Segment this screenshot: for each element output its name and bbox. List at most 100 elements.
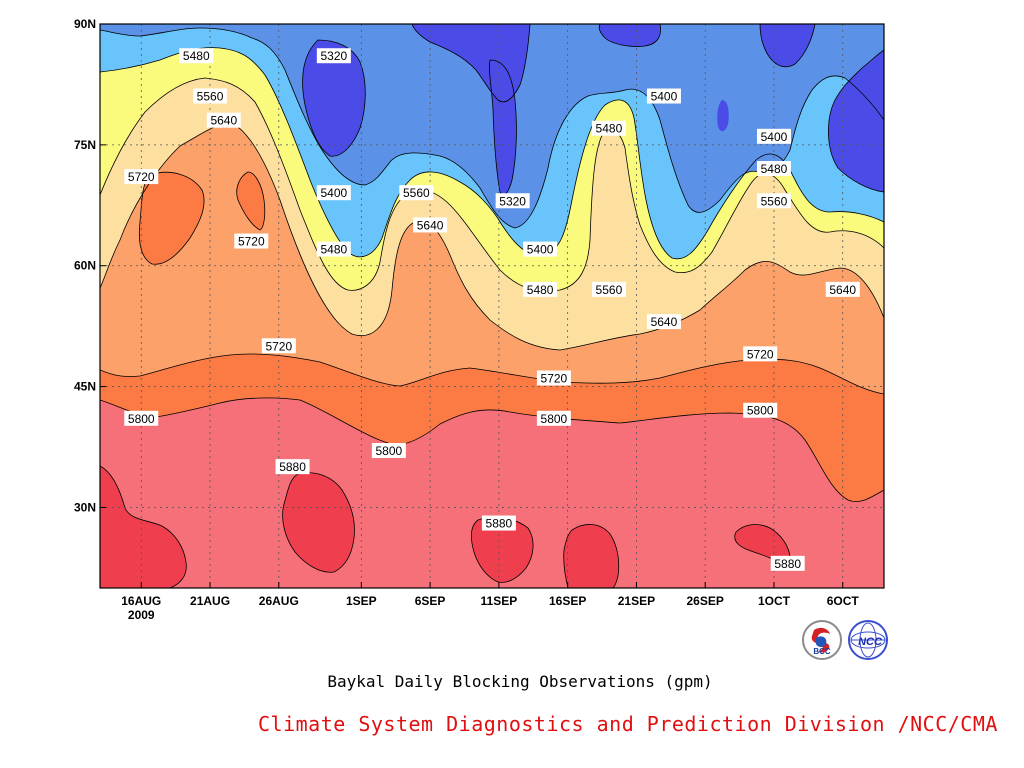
contour-label-box	[481, 515, 516, 531]
contour-label: 5480	[316, 241, 351, 257]
contour-label-text: 5720	[747, 347, 774, 361]
contour-label: 5720	[743, 346, 778, 362]
contour-label-text: 5880	[486, 517, 513, 531]
x-tick-label: 6OCT	[827, 594, 860, 608]
x-tick-label: 21AUG	[190, 594, 230, 608]
contour-label-text: 5320	[499, 194, 526, 208]
contour-label-box	[234, 233, 269, 249]
contour-label-box	[591, 281, 626, 297]
contour-label-box	[399, 185, 434, 201]
contour-label-box	[756, 193, 791, 209]
contour-label-box	[523, 241, 558, 257]
region-above-5880-b	[282, 472, 355, 573]
contour-label-box	[206, 112, 241, 128]
contour-label-box	[275, 459, 310, 475]
contour-label-box	[523, 281, 558, 297]
x-tick-label: 21SEP	[618, 594, 655, 608]
contour-label-text: 5720	[238, 235, 265, 249]
contour-5880-c	[470, 516, 534, 583]
contour-5320-a	[302, 39, 366, 157]
y-tick-label: 30N	[74, 500, 96, 514]
contour-label-box	[591, 120, 626, 136]
contour-label-box	[756, 161, 791, 177]
contour-label-box	[179, 48, 214, 64]
x-tick-label: 26SEP	[687, 594, 724, 608]
contour-label-box	[743, 346, 778, 362]
contour-label: 5880	[481, 515, 516, 531]
x-tick-label: 6SEP	[415, 594, 446, 608]
contour-label-box	[413, 217, 448, 233]
contour-label: 5560	[193, 88, 228, 104]
region-above-5880-a	[100, 466, 187, 588]
contour-label: 5560	[399, 185, 434, 201]
contour-label: 5640	[825, 281, 860, 297]
y-tick-label: 90N	[74, 17, 96, 31]
contour-label: 5480	[591, 120, 626, 136]
x-tick-sublabel: 2009	[128, 608, 155, 622]
region-above-5880-c	[471, 517, 534, 583]
contour-label: 5400	[523, 241, 558, 257]
contour-label-text: 5800	[747, 404, 774, 418]
contour-5320-d	[598, 24, 661, 47]
contour-label: 5880	[770, 555, 805, 571]
contour-5880-d	[563, 524, 620, 588]
contour-labels: 5480 5320 5560 5640 5720 5720 5400 5480 5560 5640…	[124, 48, 860, 571]
contour-label-box	[536, 410, 571, 426]
contour-label-text: 5560	[197, 90, 224, 104]
contour-label: 5880	[275, 459, 310, 475]
contour-label-text: 5400	[527, 243, 554, 257]
contour-label-text: 5320	[320, 49, 347, 63]
region-above-5880-e	[734, 524, 790, 561]
contour-label-text: 5720	[265, 339, 292, 353]
contour-label: 5560	[756, 193, 791, 209]
contour-label-box	[646, 314, 681, 330]
contour-label: 5400	[316, 185, 351, 201]
region-below-5320-a	[302, 40, 366, 157]
contour-label: 5800	[371, 443, 406, 459]
y-tick-label: 45N	[74, 380, 96, 394]
contour-fill-layer	[100, 24, 884, 588]
x-tick-label: 1OCT	[758, 594, 791, 608]
contour-label-box	[316, 241, 351, 257]
region-5720-b	[236, 172, 265, 230]
y-tick-label: 60N	[74, 259, 96, 273]
contour-label-text: 5640	[651, 315, 678, 329]
contour-label-text: 5560	[761, 194, 788, 208]
contour-label-text: 5480	[761, 162, 788, 176]
contour-label-text: 5720	[541, 372, 568, 386]
contour-5880-b	[282, 472, 355, 573]
contour-label-box	[371, 443, 406, 459]
contour-label-box	[825, 281, 860, 297]
contour-label-box	[193, 88, 228, 104]
contour-label-text: 5800	[375, 444, 402, 458]
contour-label-text: 5560	[403, 186, 430, 200]
contour-label-text: 5480	[527, 283, 554, 297]
contour-label-text: 5640	[829, 283, 856, 297]
contour-label: 5720	[261, 338, 296, 354]
contour-label-text: 5480	[183, 49, 210, 63]
contour-label-text: 5800	[128, 412, 155, 426]
contour-label-text: 5480	[320, 243, 347, 257]
contour-5880-a	[100, 465, 187, 588]
contour-label-box	[261, 338, 296, 354]
band-5320-5400	[100, 24, 884, 228]
contour-label-box	[316, 185, 351, 201]
contour-label: 5640	[413, 217, 448, 233]
contour-label: 5320	[316, 48, 351, 64]
y-tick-label: 75N	[74, 138, 96, 152]
contour-label-box	[646, 88, 681, 104]
svg-text:BCC: BCC	[813, 647, 831, 656]
contour-5320-f	[828, 49, 884, 193]
contour-label: 5800	[743, 402, 778, 418]
contour-label: 5480	[179, 48, 214, 64]
region-below-5320-f	[828, 50, 884, 192]
region-below-5320-d	[599, 24, 661, 47]
contour-label-box	[536, 370, 571, 386]
x-tick-label: 1SEP	[346, 594, 377, 608]
contour-label-text: 5400	[761, 130, 788, 144]
contour-5800	[100, 397, 884, 503]
contour-label: 5800	[124, 410, 159, 426]
region-5720-a	[139, 172, 205, 265]
